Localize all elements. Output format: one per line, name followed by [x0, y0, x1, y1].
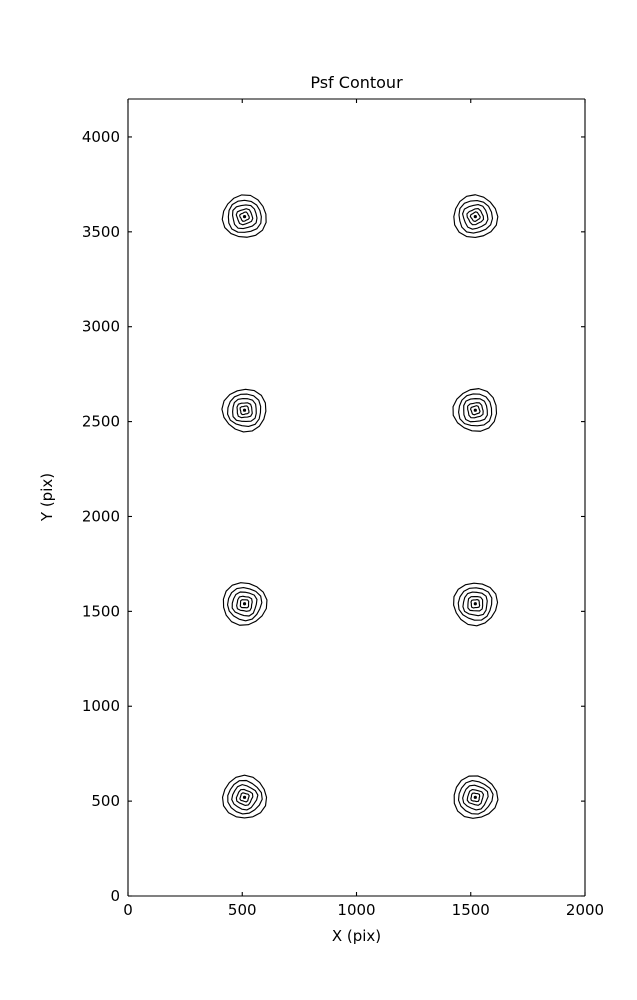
- y-axis-label: Y (pix): [38, 473, 56, 522]
- psf-center-dot: [473, 602, 477, 606]
- y-axis-ticks: [128, 136, 585, 897]
- psf-contour-ring-4: [239, 211, 250, 222]
- psf-center-dot: [242, 215, 247, 219]
- psf-contour-blob: [453, 775, 499, 819]
- psf-contour-blob: [221, 194, 267, 238]
- axes-background: [128, 99, 585, 896]
- y-tick-label-5: 2500: [82, 413, 120, 431]
- psf-center-dot: [242, 795, 247, 799]
- psf-contour-ring-0: [453, 194, 499, 239]
- psf-contour-ring-4: [239, 405, 250, 416]
- psf-contour-ring-0: [452, 388, 498, 432]
- psf-contour-ring-0: [222, 582, 268, 626]
- chart-title: Psf Contour: [310, 73, 403, 92]
- psf-contour-ring-1: [458, 200, 494, 234]
- x-tick-label-3: 1500: [452, 901, 490, 919]
- x-tick-label-1: 500: [228, 901, 257, 919]
- y-axis-tick-labels: 0 500 1000 1500 2000 2500 3000 3500 4000: [82, 128, 120, 905]
- psf-contour-blob: [221, 388, 267, 433]
- psf-contour-ring-0: [453, 775, 499, 819]
- y-tick-label-7: 3500: [82, 223, 120, 241]
- psf-contour-blob: [221, 774, 268, 819]
- psf-contour-ring-2: [231, 591, 258, 617]
- psf-center-dot: [242, 602, 247, 606]
- psf-contour-ring-3: [467, 402, 484, 419]
- psf-contour-ring-1: [227, 199, 262, 233]
- y-tick-label-2: 1000: [82, 697, 120, 715]
- psf-contour-ring-0: [221, 388, 267, 433]
- psf-contour-ring-3: [235, 788, 254, 806]
- psf-contour-ring-2: [231, 784, 259, 811]
- x-axis-ticks: [127, 99, 586, 896]
- psf-contour-ring-1: [226, 393, 262, 428]
- x-tick-label-2: 1000: [337, 901, 375, 919]
- psf-contour-blob: [452, 388, 498, 432]
- psf-contour-ring-4: [239, 599, 250, 609]
- psf-contour-ring-3: [466, 208, 485, 226]
- psf-contour-ring-2: [462, 784, 489, 811]
- x-axis-label: X (pix): [332, 927, 381, 945]
- psf-contour-ring-3: [235, 208, 254, 226]
- psf-contour-ring-4: [469, 405, 481, 416]
- psf-contour-ring-2: [462, 204, 489, 230]
- psf-contour-ring-1: [458, 393, 493, 427]
- psf-center-dot: [473, 408, 477, 412]
- x-tick-label-4: 2000: [566, 901, 604, 919]
- psf-contour-ring-2: [463, 398, 488, 423]
- x-tick-label-0: 0: [123, 901, 133, 919]
- y-tick-label-4: 2000: [82, 507, 120, 525]
- y-tick-label-1: 500: [91, 792, 120, 810]
- x-axis-tick-labels: 0 500 1000 1500 2000: [123, 901, 604, 919]
- psf-contour-blob: [222, 582, 268, 626]
- psf-contour-blob: [453, 582, 499, 627]
- y-tick-label-0: 0: [110, 887, 120, 905]
- y-tick-label-8: 4000: [82, 128, 120, 146]
- psf-contour-ring-0: [221, 774, 268, 819]
- psf-center-dot: [473, 215, 477, 219]
- psf-contour-ring-4: [470, 598, 481, 609]
- psf-contour-ring-4: [239, 792, 250, 803]
- psf-contour-ring-3: [467, 595, 484, 612]
- psf-contour-ring-0: [221, 194, 267, 238]
- psf-contour-ring-0: [453, 582, 499, 627]
- psf-contour-ring-3: [466, 788, 485, 806]
- psf-contour-ring-1: [227, 779, 263, 815]
- psf-contour-ring-1: [457, 779, 494, 815]
- psf-contour-ring-3: [236, 402, 253, 419]
- psf-contour-ring-2: [231, 204, 258, 230]
- psf-contour-ring-4: [469, 211, 481, 223]
- psf-center-dot: [473, 795, 477, 799]
- psf-center-dot: [242, 408, 247, 412]
- psf-contour-ring-3: [236, 595, 253, 612]
- y-tick-label-6: 3000: [82, 318, 120, 336]
- contour-series: [221, 194, 499, 819]
- psf-contour-ring-2: [232, 398, 257, 422]
- psf-contour-ring-1: [226, 587, 263, 622]
- psf-contour-ring-1: [457, 587, 493, 621]
- psf-contour-ring-4: [470, 792, 481, 803]
- y-tick-label-3: 1500: [82, 602, 120, 620]
- psf-contour-ring-2: [462, 591, 488, 617]
- psf-contour-blob: [453, 194, 499, 239]
